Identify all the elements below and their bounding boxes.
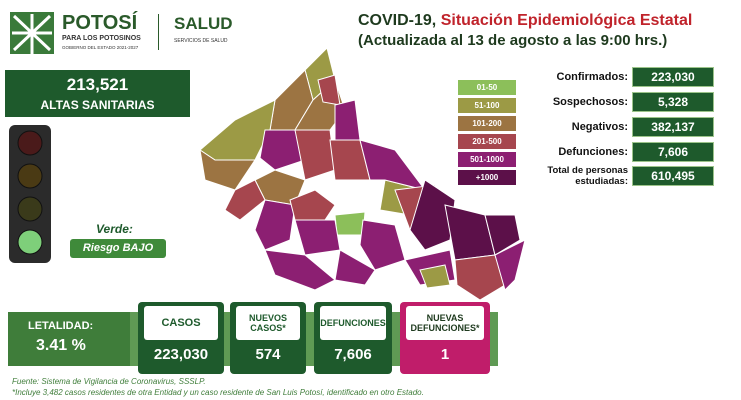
map-region <box>444 204 496 261</box>
title-prefix: COVID-19, <box>358 12 437 29</box>
summary-card: NUEVAS DEFUNCIONES* 1 <box>400 302 490 374</box>
map-region <box>334 249 376 286</box>
card-value: 7,606 <box>334 346 372 363</box>
map-region <box>199 148 256 191</box>
map-region <box>254 199 296 251</box>
card-value: 1 <box>440 346 450 363</box>
recovered-label: ALTAS SANITARIAS <box>40 98 155 112</box>
footnote: Fuente: Sistema de Vigilancia de Coronav… <box>12 377 206 386</box>
map-region <box>419 264 451 289</box>
summary-card: CASOS 223,030 <box>138 302 224 374</box>
legend-swatch: 501-1000 <box>458 152 516 167</box>
map-region <box>294 219 341 256</box>
legend-swatch: 01-50 <box>458 80 516 95</box>
state-map <box>199 47 526 301</box>
card-label: NUEVOS CASOS* <box>236 306 300 340</box>
light-status: Verde: <box>96 222 133 236</box>
map-region <box>264 249 336 291</box>
map-region <box>454 254 506 301</box>
agency-subtitle: SERVICIOS DE SALUD <box>174 38 228 44</box>
stat-label: Confirmados: <box>556 71 629 83</box>
map-region <box>494 239 526 291</box>
stat-label: Total de personas estudiadas: <box>547 165 628 187</box>
lethality-value: 3.41 % <box>36 337 86 354</box>
logo-caption: GOBIERNO DEL ESTADO 2021-2027 <box>62 45 139 50</box>
risk-level: Riesgo BAJO <box>70 239 166 258</box>
card-value: 574 <box>255 346 281 363</box>
divider <box>158 14 159 50</box>
map-region <box>334 211 366 236</box>
logo-subtitle: PARA LOS POTOSINOS <box>62 35 141 42</box>
lethality-box: LETALIDAD: 3.41 % <box>8 312 130 366</box>
legend-swatch: 201-500 <box>458 134 516 149</box>
summary-card: NUEVOS CASOS* 574 <box>230 302 306 374</box>
stat-label: Negativos: <box>571 121 628 133</box>
map-region <box>409 179 456 251</box>
logo-title: POTOSÍ <box>62 12 138 34</box>
card-label: DEFUNCIONES <box>320 306 386 340</box>
stat-value: 223,030 <box>632 67 714 87</box>
map-region <box>259 129 306 171</box>
footnote: *Incluye 3,482 casos residentes de otra … <box>12 388 424 397</box>
summary-card: DEFUNCIONES 7,606 <box>314 302 392 374</box>
lethality-label: LETALIDAD: <box>28 320 94 332</box>
map-region <box>289 189 336 221</box>
map-region <box>359 219 406 271</box>
card-label: NUEVAS DEFUNCIONES* <box>406 306 484 340</box>
recovered-value: 213,521 <box>66 75 129 94</box>
stat-value: 5,328 <box>632 92 714 112</box>
map-region <box>224 179 266 221</box>
legend-swatch: +1000 <box>458 170 516 185</box>
stat-value: 7,606 <box>632 142 714 162</box>
stat-value: 610,495 <box>632 166 714 186</box>
map-region <box>484 214 521 256</box>
card-label: CASOS <box>144 306 218 340</box>
title-highlight: Situación Epidemiológica Estatal <box>440 12 693 29</box>
stat-label: Sospechosos: <box>552 96 628 108</box>
logo-icon <box>10 12 54 54</box>
map-region <box>294 129 336 181</box>
stat-label: Defunciones: <box>558 146 628 158</box>
stat-value: 382,137 <box>632 117 714 137</box>
title: COVID-19, Situación Epidemiológica Estat… <box>358 12 692 30</box>
legend-swatch: 51-100 <box>458 98 516 113</box>
map-region <box>359 139 427 191</box>
card-value: 223,030 <box>153 346 209 363</box>
traffic-light <box>9 125 51 263</box>
agency: SALUD <box>174 14 233 33</box>
legend-swatch: 101-200 <box>458 116 516 131</box>
map-region <box>334 99 361 141</box>
recovered-box: 213,521 ALTAS SANITARIAS <box>5 70 190 117</box>
subtitle: (Actualizada al 13 de agosto a las 9:00 … <box>358 32 668 49</box>
